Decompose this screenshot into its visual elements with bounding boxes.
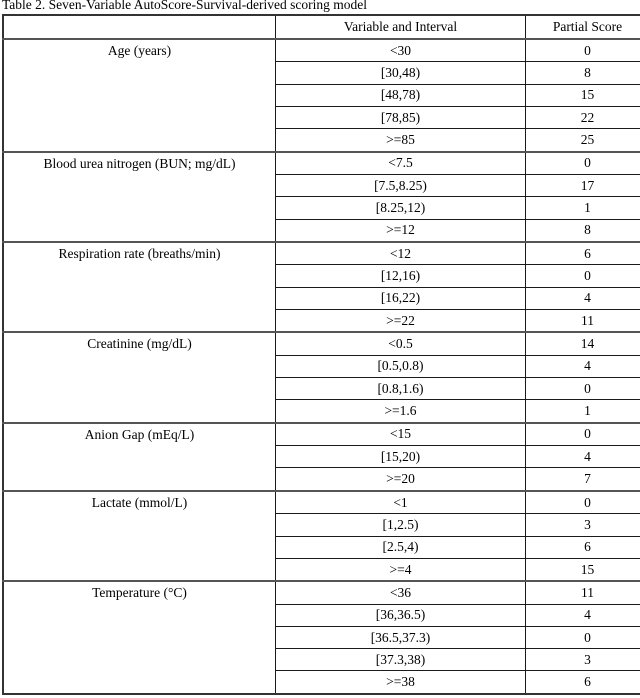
interval-cell: [12,16) bbox=[275, 264, 526, 288]
interval-cell: [48,78) bbox=[275, 83, 526, 107]
table-row: [8.25,12) 1 bbox=[3, 196, 640, 220]
interval-cell: [78,85) bbox=[275, 105, 526, 130]
interval-cell: <36 bbox=[275, 580, 526, 605]
interval-cell: >=1.6 bbox=[275, 399, 526, 424]
score-cell: 1 bbox=[525, 196, 640, 220]
score-cell: 0 bbox=[525, 421, 640, 447]
score-cell: 11 bbox=[525, 580, 640, 605]
interval-cell: >=12 bbox=[275, 218, 526, 243]
table-caption: Table 2. Seven-Variable AutoScore-Surviv… bbox=[2, 0, 367, 12]
score-cell: 4 bbox=[525, 445, 640, 469]
score-cell: 0 bbox=[525, 264, 640, 288]
table-row: [7.5,8.25) 17 bbox=[3, 174, 640, 198]
score-cell: 0 bbox=[525, 150, 640, 176]
score-cell: 7 bbox=[525, 467, 640, 492]
variable-cell: Temperature (°C) bbox=[2, 580, 276, 695]
score-cell: 4 bbox=[525, 286, 640, 310]
interval-cell: <0.5 bbox=[275, 331, 526, 356]
interval-cell: [37.3,38) bbox=[275, 648, 526, 672]
interval-cell: >=4 bbox=[275, 557, 526, 582]
table-row: Creatinine (mg/dL) <0.5 14 bbox=[2, 331, 640, 424]
score-cell: 3 bbox=[525, 648, 640, 672]
interval-cell: [0.8,1.6) bbox=[275, 377, 526, 401]
table-header: Variable and Interval Partial Score bbox=[2, 14, 640, 40]
interval-cell: <30 bbox=[275, 38, 526, 63]
variable-cell: Lactate (mmol/L) bbox=[2, 489, 276, 582]
interval-cell: [36,36.5) bbox=[275, 603, 526, 627]
header-cell-variable bbox=[2, 14, 276, 40]
interval-cell: [1,2.5) bbox=[275, 513, 526, 537]
table-row: >=85 25 bbox=[3, 128, 640, 153]
score-cell: 17 bbox=[525, 174, 640, 198]
variable-cell: Respiration rate (breaths/min) bbox=[2, 241, 276, 333]
table-row: Anion Gap (mEq/L) <15 0 bbox=[2, 421, 640, 492]
header-row: Variable and Interval Partial Score bbox=[2, 14, 640, 40]
interval-cell: [15,20) bbox=[275, 445, 526, 469]
table-row: Lactate (mmol/L) <1 0 bbox=[2, 489, 640, 582]
table-row: >=1.6 1 bbox=[3, 399, 640, 424]
interval-cell: >=20 bbox=[275, 467, 526, 492]
score-cell: 8 bbox=[525, 61, 640, 85]
table-row: [2.5,4) 6 bbox=[3, 535, 640, 559]
score-cell: 15 bbox=[525, 557, 640, 582]
table-row: Respiration rate (breaths/min) <12 6 bbox=[2, 241, 640, 333]
table-row: [78,85) 22 bbox=[3, 105, 640, 130]
interval-cell: [0.5,0.8) bbox=[275, 354, 526, 379]
score-cell: 0 bbox=[525, 377, 640, 401]
table-row: [0.8,1.6) 0 bbox=[3, 377, 640, 401]
score-cell: 25 bbox=[525, 128, 640, 153]
table-row: [36.5,37.3) 0 bbox=[3, 625, 640, 650]
scoring-model-table: Variable and Interval Partial Score Age … bbox=[2, 14, 640, 695]
table-row: Temperature (°C) <36 11 bbox=[2, 580, 640, 695]
table-row: >=22 11 bbox=[3, 308, 640, 333]
score-cell: 3 bbox=[525, 513, 640, 537]
score-cell: 6 bbox=[525, 670, 640, 695]
interval-cell: >=22 bbox=[275, 308, 526, 333]
variable-cell: Blood urea nitrogen (BUN; mg/dL) bbox=[2, 150, 276, 243]
interval-cell: [2.5,4) bbox=[275, 535, 526, 559]
score-cell: 6 bbox=[525, 535, 640, 559]
table-row: [15,20) 4 bbox=[3, 445, 640, 469]
variable-cell: Creatinine (mg/dL) bbox=[2, 331, 276, 424]
interval-cell: [36.5,37.3) bbox=[275, 625, 526, 650]
score-cell: 1 bbox=[525, 399, 640, 424]
variable-cell: Age (years) bbox=[2, 38, 276, 153]
score-cell: 6 bbox=[525, 241, 640, 266]
score-cell: 8 bbox=[525, 218, 640, 243]
interval-cell: [7.5,8.25) bbox=[275, 174, 526, 198]
score-cell: 11 bbox=[525, 308, 640, 333]
score-cell: 4 bbox=[525, 354, 640, 379]
interval-cell: <15 bbox=[275, 421, 526, 447]
score-cell: 0 bbox=[525, 489, 640, 515]
score-cell: 4 bbox=[525, 603, 640, 627]
table-row: [48,78) 15 bbox=[3, 83, 640, 107]
header-cell-score: Partial Score bbox=[525, 14, 640, 40]
score-cell: 0 bbox=[525, 38, 640, 63]
interval-cell: <1 bbox=[275, 489, 526, 515]
table-row: >=38 6 bbox=[3, 670, 640, 695]
table-row: [37.3,38) 3 bbox=[3, 648, 640, 672]
table-row: [16,22) 4 bbox=[3, 286, 640, 310]
variable-cell: Anion Gap (mEq/L) bbox=[2, 421, 276, 492]
interval-cell: <7.5 bbox=[275, 150, 526, 176]
interval-cell: >=85 bbox=[275, 128, 526, 153]
score-cell: 22 bbox=[525, 105, 640, 130]
score-cell: 14 bbox=[525, 331, 640, 356]
table-row: Blood urea nitrogen (BUN; mg/dL) <7.5 0 bbox=[2, 150, 640, 243]
table-row: [1,2.5) 3 bbox=[3, 513, 640, 537]
interval-cell: >=38 bbox=[275, 670, 526, 695]
interval-cell: [30,48) bbox=[275, 61, 526, 85]
header-cell-interval: Variable and Interval bbox=[275, 14, 526, 40]
interval-cell: [16,22) bbox=[275, 286, 526, 310]
interval-cell: [8.25,12) bbox=[275, 196, 526, 220]
score-cell: 0 bbox=[525, 625, 640, 650]
table-body: Age (years) <30 0 [30,48) 8 [48,78) 15 [78,85) 2… bbox=[2, 38, 640, 695]
table-row: Age (years) <30 0 bbox=[2, 38, 640, 153]
table-row: [36,36.5) 4 bbox=[3, 603, 640, 627]
score-cell: 15 bbox=[525, 83, 640, 107]
interval-cell: <12 bbox=[275, 241, 526, 266]
